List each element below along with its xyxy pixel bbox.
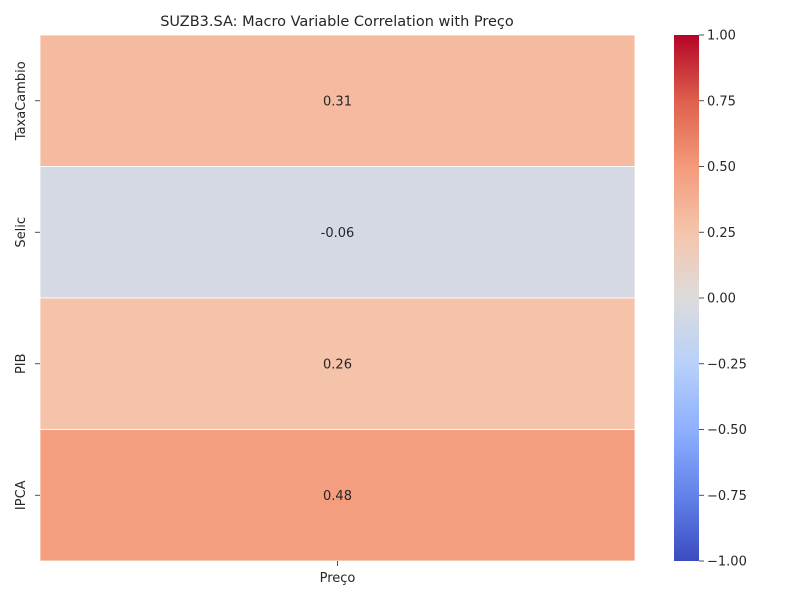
colorbar-tick-label: 0.75 [707, 94, 736, 109]
colorbar-tick-label: 0.00 [707, 292, 736, 307]
colorbar-tick-label: −1.00 [707, 555, 747, 570]
colorbar [674, 35, 699, 561]
y-tick-label: TaxaCambio [14, 61, 29, 141]
cell-value-label: -0.06 [321, 226, 355, 241]
cell-value-label: 0.26 [323, 357, 352, 372]
colorbar-tick-label: −0.50 [707, 423, 747, 438]
x-axis: Preço [320, 561, 356, 586]
y-tick-label: Selic [14, 217, 29, 248]
cell-value-label: 0.48 [323, 489, 352, 504]
colorbar-tick-label: 1.00 [707, 29, 736, 44]
y-axis: TaxaCambio Selic PIB IPCA [14, 61, 40, 510]
heatmap-cell [39, 34, 636, 167]
y-tick-label: PIB [14, 353, 29, 374]
heatmap-cell [39, 429, 636, 562]
colorbar-tick-label: 0.25 [707, 226, 736, 241]
colorbar-ticks: 1.00 0.75 0.50 0.25 0.00 −0.25 −0.50 −0.75 −1.00 [699, 29, 747, 570]
cell-value-label: 0.31 [323, 94, 352, 109]
heatmap-cell [39, 297, 636, 430]
colorbar-tick-label: 0.50 [707, 160, 736, 175]
colorbar-tick-label: −0.75 [707, 489, 747, 504]
y-tick-label: IPCA [14, 480, 29, 510]
heatmap-cell [39, 166, 636, 299]
heatmap-cells: 0.31 -0.06 0.26 0.48 [39, 34, 636, 562]
chart-title: SUZB3.SA: Macro Variable Correlation wit… [160, 14, 514, 30]
x-tick-label: Preço [320, 571, 356, 586]
colorbar-tick-label: −0.25 [707, 357, 747, 372]
